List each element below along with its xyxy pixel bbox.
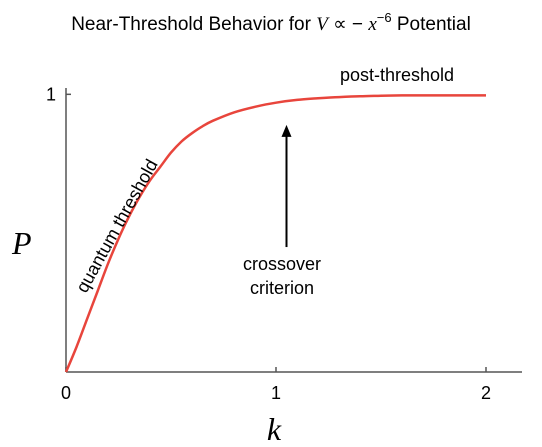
title-prefix: Near-Threshold Behavior for [71, 14, 316, 35]
crossover-arrow-head [281, 124, 292, 137]
title-suffix: Potential [392, 14, 471, 35]
x-tick-label-2: 2 [481, 383, 491, 403]
title-math-x: x [367, 14, 377, 35]
y-tick-label-0: 1 [46, 84, 56, 104]
annotation-crossover-line1: crossover [243, 254, 321, 274]
x-tick-label-0: 0 [61, 383, 71, 403]
title-exponent: −6 [377, 10, 392, 25]
x-tick-label-1: 1 [271, 383, 281, 403]
annotation-post-threshold: post-threshold [340, 65, 454, 85]
chart-title: Near-Threshold Behavior for V ∝ − x−6 Po… [71, 10, 471, 35]
y-axis-label: P [11, 225, 32, 261]
title-math-v: V [316, 14, 330, 35]
annotation-quantum-threshold: quantum threshold [72, 156, 162, 296]
annotation-crossover-line2: criterion [250, 278, 314, 298]
title-math-prop: ∝ − [328, 14, 369, 35]
series-line [64, 94, 486, 373]
x-axis-label: k [267, 411, 282, 447]
